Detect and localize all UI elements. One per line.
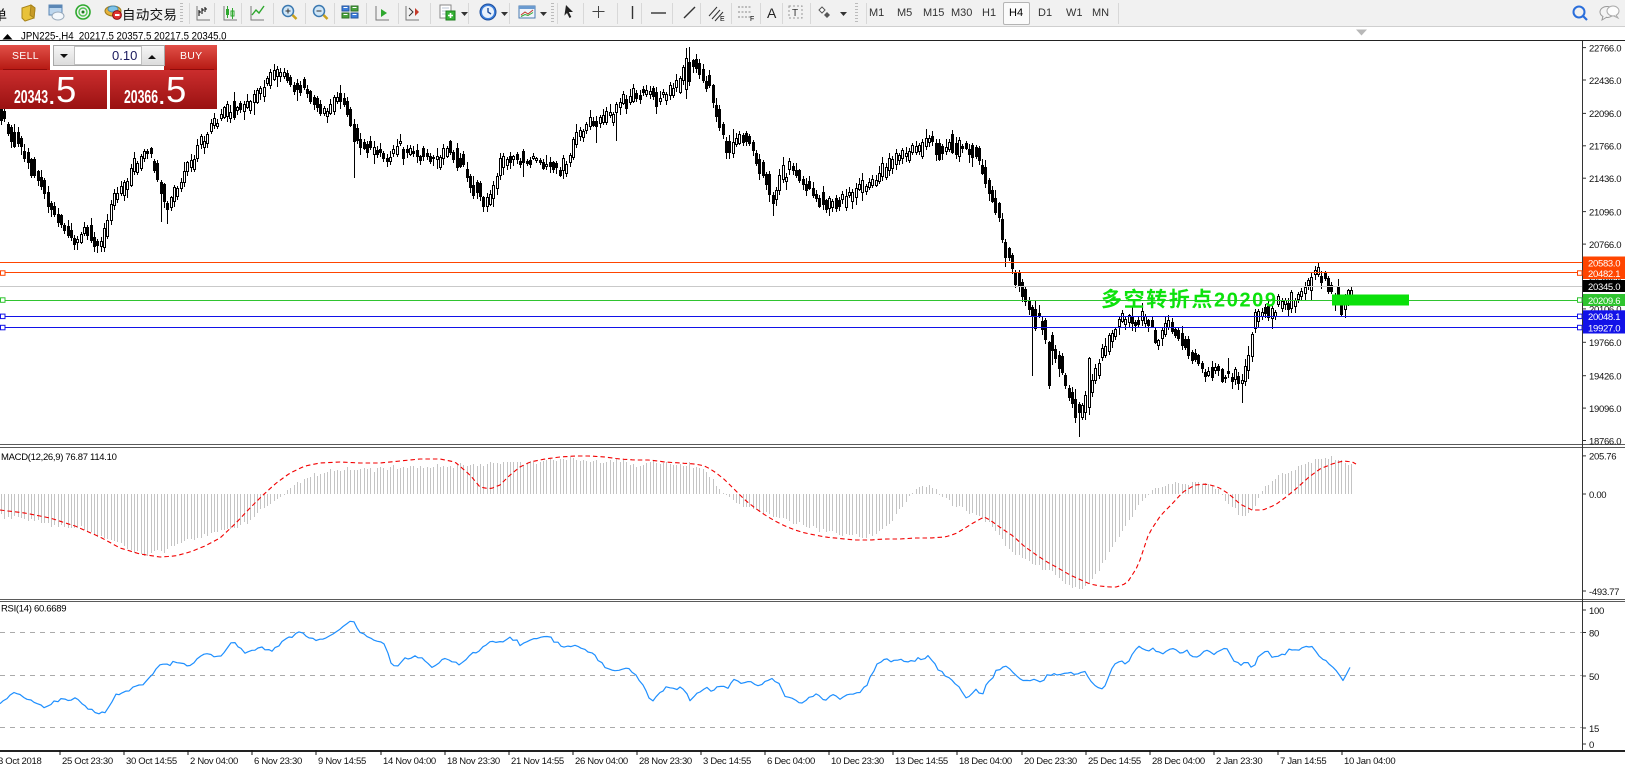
svg-text:20106.0: 20106.0 [1589, 305, 1621, 316]
svg-text:22096.0: 22096.0 [1589, 109, 1621, 120]
svg-text:19096.0: 19096.0 [1589, 404, 1621, 415]
svg-text:6 Nov 23:30: 6 Nov 23:30 [254, 756, 302, 767]
svg-text:E: E [720, 16, 725, 23]
svg-text:26 Nov 04:00: 26 Nov 04:00 [575, 756, 628, 767]
svg-text:22766.0: 22766.0 [1589, 43, 1621, 54]
svg-text:RSI(14) 60.6689: RSI(14) 60.6689 [1, 604, 66, 615]
svg-text:18 Dec 04:00: 18 Dec 04:00 [959, 756, 1012, 767]
svg-text:2 Jan 23:30: 2 Jan 23:30 [1216, 756, 1262, 767]
svg-text:21436.0: 21436.0 [1589, 174, 1621, 185]
svg-text:20345.0: 20345.0 [1588, 282, 1620, 293]
svg-text:20209: 20209 [1214, 290, 1278, 312]
svg-text:20482.1: 20482.1 [1588, 269, 1620, 280]
svg-text:2 Nov 04:00: 2 Nov 04:00 [190, 756, 238, 767]
svg-text:JPN225-,H4 20217.5 20357.5 20: JPN225-,H4 20217.5 20357.5 20217.5 20345… [21, 30, 227, 43]
svg-text:6 Dec 04:00: 6 Dec 04:00 [767, 756, 815, 767]
svg-text:3 Dec 14:55: 3 Dec 14:55 [703, 756, 751, 767]
svg-text:10 Jan 04:00: 10 Jan 04:00 [1344, 756, 1395, 767]
svg-text:13 Dec 14:55: 13 Dec 14:55 [895, 756, 948, 767]
svg-text:T: T [792, 8, 798, 19]
svg-text:-493.77: -493.77 [1589, 587, 1619, 598]
svg-text:14 Nov 04:00: 14 Nov 04:00 [383, 756, 436, 767]
svg-text:0.00: 0.00 [1589, 490, 1606, 501]
svg-text:0: 0 [1589, 740, 1594, 751]
svg-text:MACD(12,26,9) 76.87 114.10: MACD(12,26,9) 76.87 114.10 [1, 452, 117, 463]
svg-text:9 Nov 14:55: 9 Nov 14:55 [318, 756, 366, 767]
svg-text:7 Jan 14:55: 7 Jan 14:55 [1280, 756, 1326, 767]
svg-text:20209.6: 20209.6 [1588, 296, 1620, 307]
svg-text:21766.0: 21766.0 [1589, 142, 1621, 153]
svg-text:A: A [767, 5, 777, 21]
svg-text:23 Oct 2018: 23 Oct 2018 [0, 756, 41, 767]
svg-text:205.76: 205.76 [1589, 452, 1616, 463]
svg-text:20583.0: 20583.0 [1588, 258, 1620, 269]
svg-text:20048.1: 20048.1 [1588, 312, 1620, 323]
svg-text:50: 50 [1589, 672, 1599, 683]
svg-text:28 Dec 04:00: 28 Dec 04:00 [1152, 756, 1205, 767]
svg-text:20 Dec 23:30: 20 Dec 23:30 [1024, 756, 1077, 767]
svg-text:19927.0: 19927.0 [1588, 323, 1620, 334]
svg-text:F: F [750, 16, 754, 23]
svg-text:21096.0: 21096.0 [1589, 207, 1621, 218]
svg-text:10 Dec 23:30: 10 Dec 23:30 [831, 756, 884, 767]
svg-text:18766.0: 18766.0 [1589, 436, 1621, 447]
svg-text:19766.0: 19766.0 [1589, 338, 1621, 349]
svg-text:28 Nov 23:30: 28 Nov 23:30 [639, 756, 692, 767]
svg-text:15: 15 [1589, 724, 1599, 735]
svg-text:22436.0: 22436.0 [1589, 76, 1621, 87]
svg-text:100: 100 [1589, 606, 1604, 617]
svg-text:18 Nov 23:30: 18 Nov 23:30 [447, 756, 500, 767]
svg-text:25 Dec 14:55: 25 Dec 14:55 [1088, 756, 1141, 767]
svg-text:30 Oct 14:55: 30 Oct 14:55 [126, 756, 177, 767]
svg-text:20766.0: 20766.0 [1589, 240, 1621, 251]
svg-text:80: 80 [1589, 628, 1599, 639]
svg-text:25 Oct 23:30: 25 Oct 23:30 [62, 756, 113, 767]
svg-text:21 Nov 14:55: 21 Nov 14:55 [511, 756, 564, 767]
svg-text:19426.0: 19426.0 [1589, 372, 1621, 383]
